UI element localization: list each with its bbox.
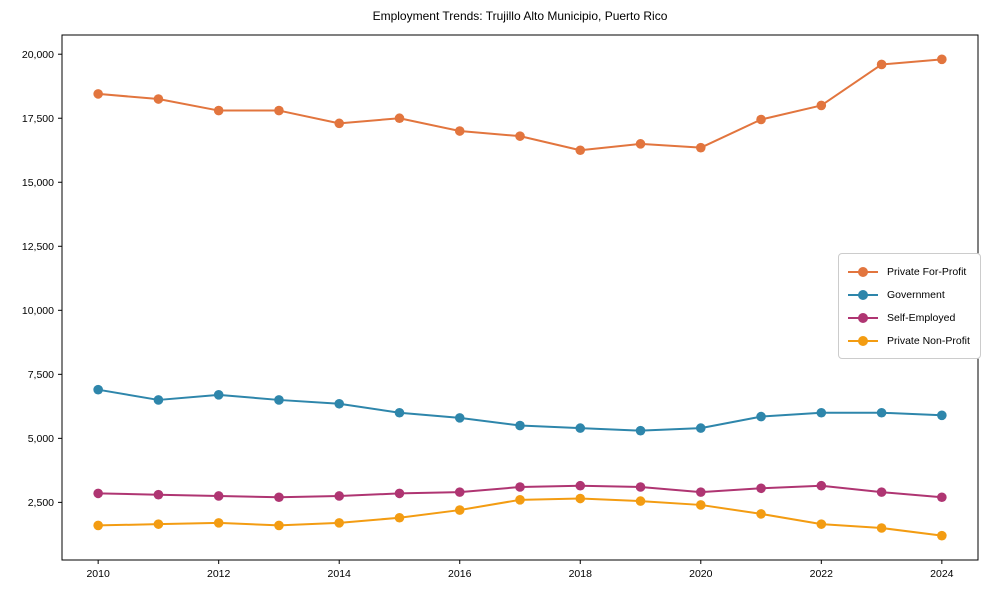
legend-label: Private For-Profit	[887, 265, 967, 278]
data-point-self-employed	[876, 487, 887, 497]
data-point-self-employed	[635, 482, 646, 492]
data-point-government	[635, 425, 646, 436]
x-tick-label: 2022	[810, 568, 834, 580]
legend-label: Private Non-Profit	[887, 334, 970, 347]
data-point-government	[394, 407, 405, 418]
x-tick-label: 2024	[930, 568, 954, 580]
data-point-private-for-profit	[876, 59, 887, 70]
data-point-government	[274, 395, 284, 405]
data-point-government	[213, 390, 224, 400]
data-point-private-non-profit	[515, 495, 525, 505]
data-point-private-for-profit	[756, 114, 766, 125]
y-tick-label: 12,500	[22, 241, 54, 253]
legend-item-private-non-profit: Private Non-Profit	[848, 329, 970, 352]
data-point-government	[153, 395, 164, 405]
legend-line-marker-icon	[848, 266, 878, 277]
data-point-self-employed	[575, 480, 586, 491]
data-point-self-employed	[515, 482, 525, 492]
x-tick-label: 2016	[448, 568, 472, 580]
data-point-private-for-profit	[454, 126, 465, 136]
data-point-self-employed	[274, 492, 284, 503]
legend-item-self-employed: Self-Employed	[848, 306, 970, 329]
data-point-self-employed	[756, 483, 766, 494]
data-point-self-employed	[213, 491, 224, 501]
legend-label: Self-Employed	[887, 311, 956, 324]
data-point-government	[695, 423, 706, 433]
data-point-government	[575, 423, 586, 433]
data-point-private-non-profit	[635, 496, 646, 506]
data-point-self-employed	[153, 489, 164, 500]
legend-line-marker-icon	[848, 289, 878, 300]
data-point-private-for-profit	[575, 145, 586, 156]
y-tick-label: 2,500	[28, 497, 54, 509]
chart-title: Employment Trends: Trujillo Alto Municip…	[372, 9, 668, 23]
y-tick-label: 7,500	[28, 369, 54, 381]
data-point-private-non-profit	[454, 505, 465, 515]
x-tick-label: 2020	[689, 568, 713, 580]
x-tick-label: 2010	[86, 568, 110, 580]
y-tick-label: 10,000	[22, 305, 54, 317]
x-tick-label: 2018	[569, 568, 593, 580]
data-point-private-for-profit	[153, 94, 164, 104]
data-point-private-non-profit	[695, 500, 706, 510]
data-point-private-for-profit	[334, 118, 345, 129]
legend-item-private-for-profit: Private For-Profit	[848, 260, 970, 283]
data-point-self-employed	[937, 492, 947, 503]
data-point-government	[756, 411, 766, 422]
data-point-private-for-profit	[274, 105, 284, 116]
data-point-private-non-profit	[213, 518, 224, 528]
legend-line-marker-icon	[848, 312, 878, 323]
data-point-private-for-profit	[394, 113, 405, 124]
data-point-private-for-profit	[93, 89, 103, 99]
data-point-private-non-profit	[274, 520, 284, 531]
legend-item-government: Government	[848, 283, 970, 306]
data-point-self-employed	[695, 487, 706, 497]
data-point-government	[454, 413, 465, 423]
y-tick-label: 5,000	[28, 433, 54, 445]
data-point-government	[816, 407, 827, 418]
data-point-private-non-profit	[93, 520, 103, 531]
data-point-private-non-profit	[756, 509, 766, 519]
y-tick-label: 17,500	[22, 113, 54, 125]
x-tick-label: 2012	[207, 568, 231, 580]
data-point-government	[334, 398, 345, 409]
y-tick-label: 15,000	[22, 177, 54, 189]
data-point-private-non-profit	[816, 519, 827, 529]
data-point-self-employed	[816, 480, 827, 491]
data-point-private-for-profit	[695, 142, 706, 153]
data-point-private-non-profit	[394, 512, 405, 523]
legend-line-marker-icon	[848, 335, 878, 346]
data-point-government	[515, 420, 525, 431]
data-point-private-non-profit	[937, 530, 947, 541]
data-point-government	[93, 384, 103, 395]
data-point-private-non-profit	[334, 518, 345, 528]
data-point-self-employed	[93, 488, 103, 499]
legend-label: Government	[887, 288, 945, 301]
data-point-government	[876, 407, 887, 418]
legend: Private For-Profit Government Self-Employe…	[838, 253, 981, 359]
data-point-self-employed	[334, 491, 345, 501]
x-tick-label: 2014	[328, 568, 352, 580]
data-point-government	[937, 410, 947, 421]
data-point-private-for-profit	[213, 105, 224, 116]
data-point-private-non-profit	[153, 519, 164, 529]
data-point-self-employed	[394, 488, 405, 499]
data-point-self-employed	[454, 487, 465, 497]
data-point-private-for-profit	[816, 100, 827, 111]
y-tick-label: 20,000	[22, 49, 54, 61]
data-point-private-for-profit	[937, 54, 947, 65]
data-point-private-non-profit	[876, 523, 887, 533]
data-point-private-for-profit	[635, 139, 646, 149]
data-point-private-non-profit	[575, 493, 586, 504]
data-point-private-for-profit	[515, 131, 525, 141]
